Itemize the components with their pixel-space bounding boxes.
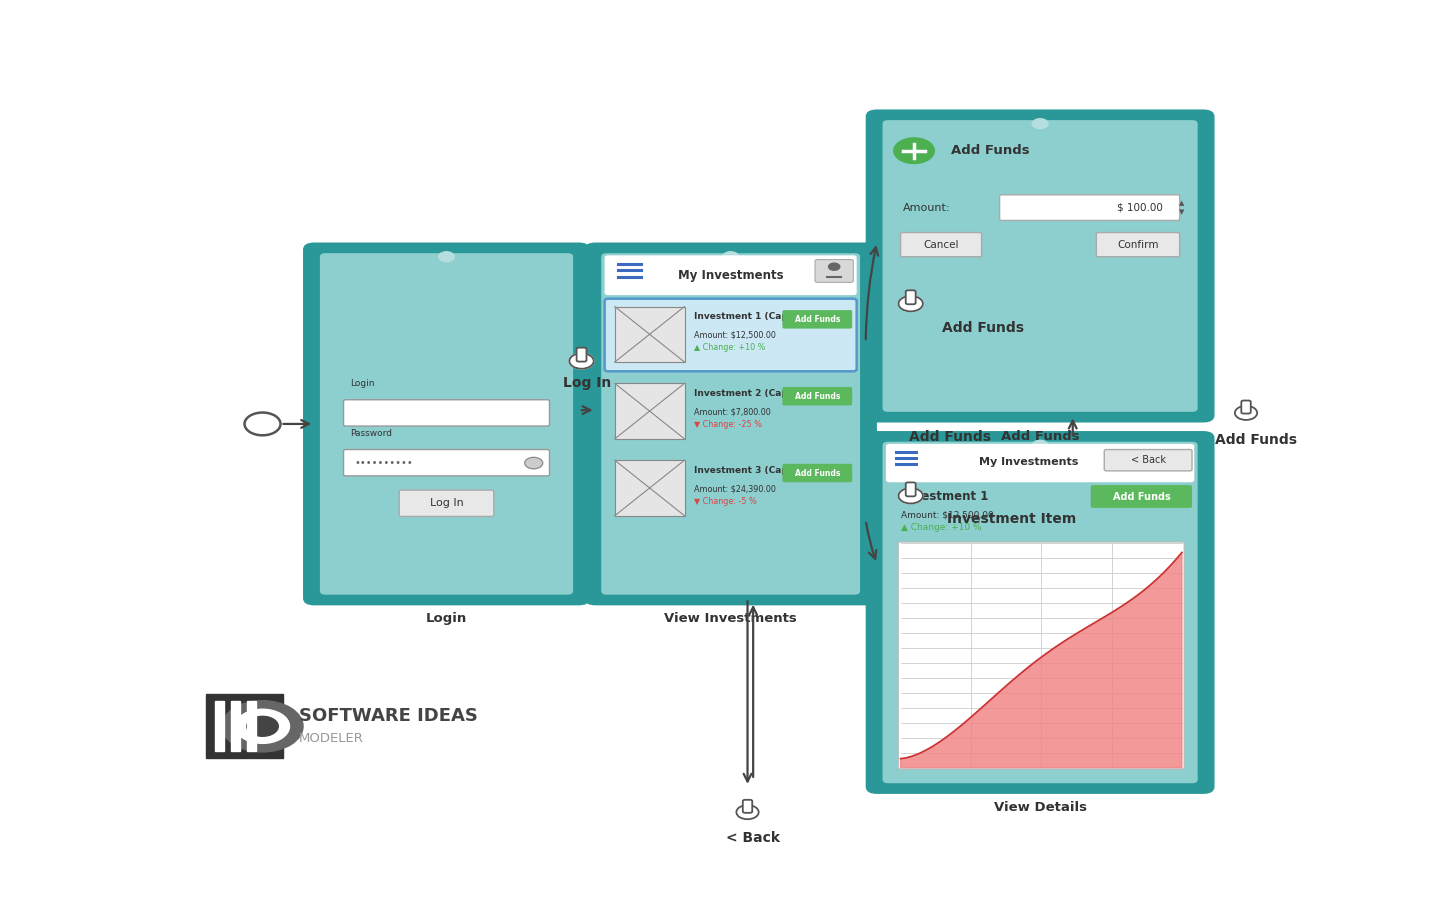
- Circle shape: [736, 805, 758, 820]
- Text: ▼ Change: -5 %: ▼ Change: -5 %: [694, 497, 756, 506]
- Circle shape: [1032, 118, 1048, 128]
- Text: Add Funds: Add Funds: [1214, 432, 1297, 446]
- FancyBboxPatch shape: [999, 195, 1179, 221]
- Text: Amount:: Amount:: [903, 202, 950, 213]
- Text: Login: Login: [425, 613, 468, 626]
- Text: Add Funds: Add Funds: [794, 315, 841, 323]
- Text: ••••••••••: ••••••••••: [354, 458, 414, 468]
- FancyBboxPatch shape: [743, 800, 752, 813]
- Text: Password: Password: [350, 429, 392, 438]
- Text: SOFTWARE IDEAS: SOFTWARE IDEAS: [299, 707, 478, 724]
- Text: < Back: < Back: [726, 831, 780, 845]
- Circle shape: [244, 412, 280, 435]
- FancyBboxPatch shape: [604, 298, 857, 371]
- Text: MODELER: MODELER: [299, 732, 363, 745]
- FancyBboxPatch shape: [783, 464, 852, 482]
- FancyBboxPatch shape: [783, 387, 852, 406]
- Circle shape: [1234, 406, 1257, 419]
- FancyBboxPatch shape: [1241, 400, 1250, 414]
- Text: ▲ Change: +10 %: ▲ Change: +10 %: [900, 523, 982, 532]
- Text: Investment 1 (Caption): Investment 1 (Caption): [694, 312, 812, 321]
- Circle shape: [723, 251, 739, 261]
- Text: Amount: $12,500.00: Amount: $12,500.00: [900, 510, 993, 519]
- FancyBboxPatch shape: [883, 442, 1198, 784]
- FancyBboxPatch shape: [865, 109, 1214, 422]
- FancyBboxPatch shape: [906, 290, 916, 304]
- FancyBboxPatch shape: [601, 253, 860, 595]
- FancyBboxPatch shape: [899, 542, 1185, 769]
- FancyBboxPatch shape: [1096, 233, 1179, 257]
- Text: Login: Login: [350, 380, 375, 388]
- Circle shape: [899, 296, 923, 311]
- FancyBboxPatch shape: [815, 260, 854, 283]
- FancyBboxPatch shape: [900, 233, 982, 257]
- Text: ▼ Change: -25 %: ▼ Change: -25 %: [694, 420, 761, 429]
- Bar: [215, 701, 224, 751]
- Text: My Investments: My Investments: [979, 457, 1079, 468]
- Text: Add Funds: Add Funds: [909, 430, 992, 444]
- Text: Amount: $24,390.00: Amount: $24,390.00: [694, 484, 775, 493]
- FancyBboxPatch shape: [604, 453, 857, 525]
- Circle shape: [439, 251, 454, 261]
- Circle shape: [1032, 441, 1048, 450]
- FancyBboxPatch shape: [883, 120, 1198, 412]
- Polygon shape: [900, 553, 1182, 768]
- FancyBboxPatch shape: [604, 375, 857, 448]
- Text: $ 100.00: $ 100.00: [1117, 202, 1163, 213]
- Text: Log In: Log In: [430, 498, 463, 508]
- Text: Investment 1: Investment 1: [900, 490, 987, 503]
- FancyBboxPatch shape: [906, 482, 916, 496]
- Bar: [231, 701, 240, 751]
- Text: Add Funds: Add Funds: [942, 321, 1024, 334]
- FancyBboxPatch shape: [344, 450, 549, 476]
- Text: Add Funds: Add Funds: [1000, 430, 1079, 443]
- Text: View Investments: View Investments: [664, 613, 797, 626]
- Bar: [206, 694, 283, 759]
- Circle shape: [247, 716, 279, 736]
- Text: Amount: $12,500.00: Amount: $12,500.00: [694, 331, 775, 339]
- Circle shape: [899, 488, 923, 504]
- Text: Investment 3 (Caption): Investment 3 (Caption): [694, 466, 812, 475]
- Text: Cancel: Cancel: [923, 239, 958, 249]
- Text: < Back: < Back: [1131, 456, 1166, 465]
- FancyBboxPatch shape: [303, 242, 590, 605]
- Circle shape: [829, 263, 839, 270]
- FancyBboxPatch shape: [886, 444, 1194, 482]
- Text: ▼: ▼: [1179, 209, 1185, 215]
- Circle shape: [894, 138, 934, 164]
- FancyBboxPatch shape: [399, 490, 494, 517]
- FancyBboxPatch shape: [319, 253, 574, 595]
- FancyBboxPatch shape: [604, 255, 857, 295]
- FancyBboxPatch shape: [783, 310, 852, 329]
- Text: ▲: ▲: [1179, 201, 1185, 206]
- Circle shape: [222, 700, 303, 752]
- FancyBboxPatch shape: [344, 400, 549, 426]
- Text: Add Funds: Add Funds: [1112, 492, 1170, 502]
- Circle shape: [569, 353, 594, 369]
- FancyBboxPatch shape: [865, 431, 1214, 794]
- Circle shape: [524, 457, 543, 468]
- FancyBboxPatch shape: [584, 242, 877, 605]
- Bar: [247, 701, 256, 751]
- Text: Add Funds: Add Funds: [794, 392, 841, 401]
- Text: Investment 2 (Caption): Investment 2 (Caption): [694, 389, 812, 398]
- Text: Investment Item: Investment Item: [947, 512, 1076, 526]
- FancyBboxPatch shape: [1104, 450, 1192, 471]
- Bar: [614, 460, 684, 516]
- Text: Amount: $7,800.00: Amount: $7,800.00: [694, 407, 770, 417]
- Circle shape: [235, 710, 289, 744]
- Text: Log In: Log In: [563, 376, 611, 390]
- Bar: [614, 307, 684, 362]
- FancyBboxPatch shape: [576, 347, 587, 361]
- Text: Add Funds: Add Funds: [794, 468, 841, 478]
- Text: ▲ Change: +10 %: ▲ Change: +10 %: [694, 344, 765, 352]
- Text: View Details: View Details: [993, 801, 1086, 814]
- Bar: [614, 383, 684, 439]
- Text: Add Funds: Add Funds: [951, 144, 1029, 157]
- Text: My Investments: My Investments: [678, 270, 784, 283]
- Text: Confirm: Confirm: [1117, 239, 1159, 249]
- FancyBboxPatch shape: [1090, 485, 1192, 508]
